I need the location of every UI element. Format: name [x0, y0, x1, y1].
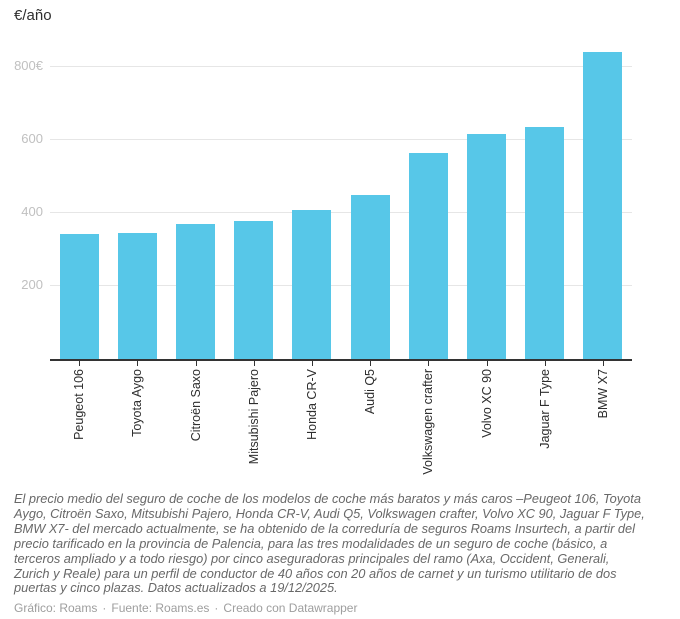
x-axis-label: Volkswagen crafter	[421, 369, 436, 475]
x-axis-label: Audi Q5	[363, 369, 378, 415]
bar	[234, 221, 274, 361]
x-axis-label: BMW X7	[595, 369, 610, 419]
bar	[408, 152, 448, 361]
axis-tick	[486, 360, 488, 366]
bar	[350, 194, 390, 361]
axis-tick	[370, 360, 372, 366]
bar	[117, 232, 157, 361]
bar	[59, 234, 99, 361]
y-axis-label: 400	[21, 204, 43, 219]
attribution-separator: ·	[214, 601, 219, 615]
attribution-graphic: Gráfico: Roams	[14, 601, 98, 615]
bar	[583, 51, 623, 361]
bar-chart: 200 400 600 800€ Peugeot 106 Toyota Aygo Citro…	[14, 51, 632, 475]
attribution-separator: ·	[102, 601, 107, 615]
x-axis-line	[50, 358, 632, 361]
x-axis-label: Citroën Saxo	[188, 369, 203, 442]
y-axis-label: 200	[21, 277, 43, 293]
axis-tick	[137, 360, 139, 366]
x-axis-label: Volvo XC 90	[479, 369, 494, 438]
y-axis-label: 800€	[14, 57, 43, 73]
axis-tick	[253, 360, 255, 366]
axis-tick	[79, 360, 81, 366]
axis-tick	[311, 360, 313, 366]
bar	[176, 224, 215, 361]
x-axis-label: Jaguar F Type	[537, 369, 552, 449]
y-axis-label: 600	[21, 130, 43, 146]
axis-tick	[602, 360, 604, 366]
gridline	[50, 285, 632, 287]
axis-tick	[544, 360, 546, 366]
gridline	[50, 212, 632, 213]
chart-attribution: Gráfico: Roams · Fuente: Roams.es · Creado c…	[14, 601, 357, 615]
x-axis-label: Mitsubishi Pajero	[246, 369, 261, 465]
bar	[525, 126, 565, 361]
attribution-source-link[interactable]: Fuente: Roams.es	[111, 601, 210, 615]
attribution-datawrapper-link[interactable]: Creado con Datawrapper	[223, 601, 358, 615]
x-axis-label: Peugeot 106	[72, 369, 87, 440]
chart-notes: El precio medio del seguro de coche de l…	[14, 491, 645, 596]
x-axis-label: Toyota Aygo	[130, 369, 145, 437]
axis-tick	[195, 360, 197, 366]
bar	[467, 133, 506, 361]
axis-tick	[428, 360, 430, 366]
gridline	[50, 65, 632, 67]
gridline	[50, 138, 632, 140]
x-axis-label: Honda CR-V	[304, 369, 319, 440]
bar	[292, 210, 332, 361]
chart-title: €/año	[14, 7, 52, 24]
